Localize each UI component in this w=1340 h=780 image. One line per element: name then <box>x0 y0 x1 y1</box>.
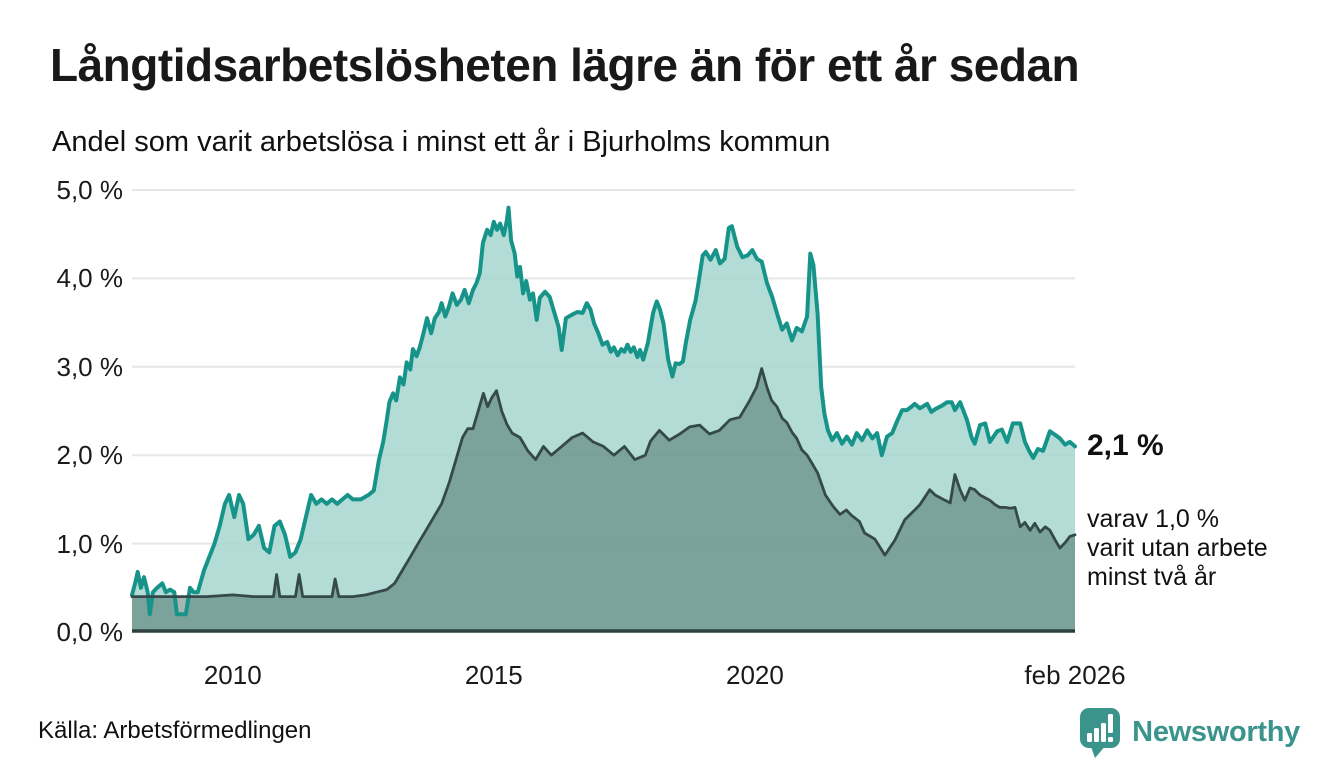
chart-subtitle: Andel som varit arbetslösa i minst ett å… <box>52 126 831 158</box>
page-title: Långtidsarbetslösheten lägre än för ett … <box>50 39 1080 91</box>
source-note: Källa: Arbetsförmedlingen <box>38 717 312 744</box>
newsworthy-logo: Newsworthy <box>1078 706 1300 758</box>
newsworthy-wordmark: Newsworthy <box>1132 715 1300 748</box>
series2-end-value-label: varav 1,0 % varit utan arbete minst två … <box>1087 505 1268 591</box>
line-minst-ett-ar <box>130 205 1077 617</box>
line-minst-tva-ar <box>130 367 1077 598</box>
series1-end-value-label: 2,1 % <box>1087 429 1164 462</box>
area-minst-ett-ar <box>132 207 1075 632</box>
area-minst-tva-ar <box>132 368 1075 632</box>
newsworthy-bubble-chart-icon <box>1080 708 1121 758</box>
